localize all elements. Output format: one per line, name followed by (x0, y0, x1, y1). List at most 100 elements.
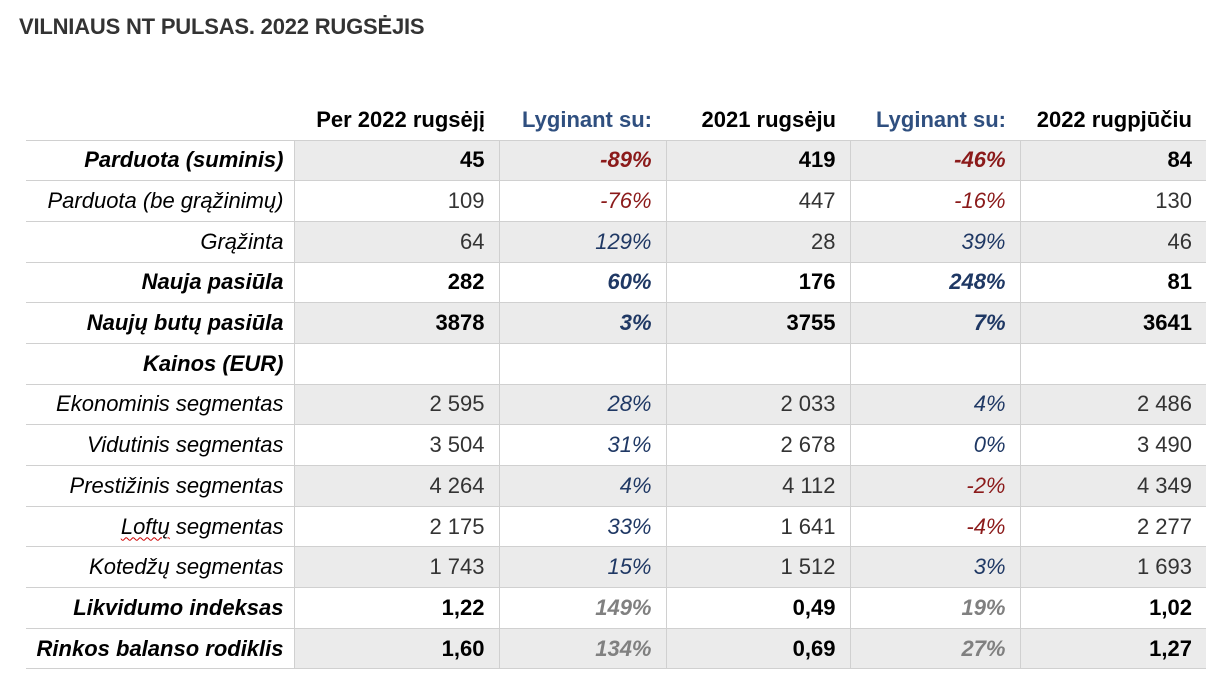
table-row-sold-total: Parduota (suminis) 45 -89% 419 -46% 84 (26, 139, 1206, 182)
cell-2021: 1 512 (665, 546, 850, 589)
cell-pct-mom: -16% (849, 180, 1020, 222)
cell-previous: 46 (1019, 221, 1206, 263)
cell-previous: 84 (1019, 139, 1206, 182)
cell-pct-yoy: 15% (498, 546, 666, 589)
header-previous-month: 2022 rugpjūčiu (1036, 106, 1192, 132)
cell-pct-mom: -2% (849, 465, 1020, 507)
cell-pct-yoy: 4% (498, 465, 666, 507)
cell-pct-yoy: -89% (498, 139, 666, 182)
header-compare-2: Lyginant su: (876, 106, 1006, 132)
cell-pct-mom (849, 343, 1020, 385)
cell-current: 282 (293, 262, 499, 304)
table-row-liquidity-index: Likvidumo indeksas 1,22 149% 0,49 19% 1,… (26, 587, 1206, 629)
cell-current: 1,22 (293, 587, 499, 629)
header-label-column (26, 100, 294, 140)
cell-pct-mom: 27% (849, 628, 1020, 670)
cell-previous: 3641 (1019, 302, 1206, 344)
cell-2021: 2 033 (665, 384, 850, 426)
cell-previous: 1 693 (1019, 546, 1206, 589)
cell-2021: 0,49 (665, 587, 850, 629)
table-row-medium-segment: Vidutinis segmentas 3 504 31% 2 678 0% 3… (26, 424, 1206, 466)
row-label: Parduota (be grąžinimų) (26, 180, 294, 222)
cell-current: 1,60 (293, 628, 499, 670)
header-2021-month: 2021 rugsėju (701, 106, 836, 132)
cell-pct-mom: 39% (849, 221, 1020, 263)
row-label: Nauja pasiūla (26, 262, 294, 304)
row-label: Grąžinta (26, 221, 294, 263)
row-label-part-b: segmentas (169, 513, 284, 539)
row-label: Kainos (EUR) (26, 343, 294, 385)
cell-current: 3 504 (293, 424, 499, 466)
cell-pct-yoy: 3% (498, 302, 666, 344)
cell-pct-yoy: 33% (498, 506, 666, 548)
table-row-economy-segment: Ekonominis segmentas 2 595 28% 2 033 4% … (26, 384, 1206, 426)
cell-pct-mom: 3% (849, 546, 1020, 589)
cell-current: 109 (293, 180, 499, 222)
cell-previous: 2 486 (1019, 384, 1206, 426)
cell-current: 45 (293, 139, 499, 182)
cell-pct-mom: 7% (849, 302, 1020, 344)
cell-pct-mom: 4% (849, 384, 1020, 426)
cell-previous: 2 277 (1019, 506, 1206, 548)
row-label: Parduota (suminis) (26, 139, 294, 182)
cell-previous: 1,27 (1019, 628, 1206, 670)
row-label: Prestižinis segmentas (26, 465, 294, 507)
cell-current: 2 595 (293, 384, 499, 426)
cell-previous: 130 (1019, 180, 1206, 222)
table-row-new-apartments-supply: Naujų butų pasiūla 3878 3% 3755 7% 3641 (26, 302, 1206, 344)
cell-pct-yoy: 60% (498, 262, 666, 304)
row-label: Vidutinis segmentas (26, 424, 294, 466)
cell-pct-mom: 0% (849, 424, 1020, 466)
cell-previous: 81 (1019, 262, 1206, 304)
cell-current: 2 175 (293, 506, 499, 548)
cell-previous: 4 349 (1019, 465, 1206, 507)
cell-pct-yoy: 31% (498, 424, 666, 466)
cell-current: 3878 (293, 302, 499, 344)
cell-pct-mom: 248% (849, 262, 1020, 304)
cell-2021 (665, 343, 850, 385)
cell-pct-yoy: 129% (498, 221, 666, 263)
cell-2021: 1 641 (665, 506, 850, 548)
cell-pct-mom: -4% (849, 506, 1020, 548)
cell-pct-yoy: -76% (498, 180, 666, 222)
cell-2021: 447 (665, 180, 850, 222)
cell-previous (1019, 343, 1206, 385)
table-row-returned: Grąžinta 64 129% 28 39% 46 (26, 221, 1206, 263)
table-header-row: Per 2022 rugsėjį Lyginant su: 2021 rugsė… (26, 100, 1206, 140)
cell-2021: 2 678 (665, 424, 850, 466)
cell-previous: 1,02 (1019, 587, 1206, 629)
cell-2021: 419 (665, 139, 850, 182)
row-label: Loftų segmentas (26, 506, 294, 548)
cell-current: 64 (293, 221, 499, 263)
table-row-prestige-segment: Prestižinis segmentas 4 264 4% 4 112 -2%… (26, 465, 1206, 507)
cell-current: 4 264 (293, 465, 499, 507)
cell-pct-mom: 19% (849, 587, 1020, 629)
table-row-prices-header: Kainos (EUR) (26, 343, 1206, 385)
cell-2021: 4 112 (665, 465, 850, 507)
cell-current (293, 343, 499, 385)
page-title: VILNIAUS NT PULSAS. 2022 RUGSĖJIS (19, 14, 425, 39)
cell-current: 1 743 (293, 546, 499, 589)
cell-pct-mom: -46% (849, 139, 1020, 182)
cell-2021: 176 (665, 262, 850, 304)
cell-previous: 3 490 (1019, 424, 1206, 466)
row-label: Likvidumo indeksas (26, 587, 294, 629)
table-row-cottage-segment: Kotedžų segmentas 1 743 15% 1 512 3% 1 6… (26, 546, 1206, 589)
row-label: Kotedžų segmentas (26, 546, 294, 589)
cell-pct-yoy: 28% (498, 384, 666, 426)
row-label: Naujų butų pasiūla (26, 302, 294, 344)
cell-2021: 28 (665, 221, 850, 263)
header-current-month: Per 2022 rugsėjį (316, 106, 485, 132)
market-pulse-table: Per 2022 rugsėjį Lyginant su: 2021 rugsė… (26, 100, 1206, 670)
header-compare-1: Lyginant su: (522, 106, 652, 132)
table-row-sold-net: Parduota (be grąžinimų) 109 -76% 447 -16… (26, 180, 1206, 222)
row-label: Ekonominis segmentas (26, 384, 294, 426)
cell-2021: 0,69 (665, 628, 850, 670)
cell-pct-yoy: 134% (498, 628, 666, 670)
table-row-new-supply: Nauja pasiūla 282 60% 176 248% 81 (26, 262, 1206, 304)
table-row-loft-segment: Loftų segmentas 2 175 33% 1 641 -4% 2 27… (26, 506, 1206, 548)
cell-pct-yoy: 149% (498, 587, 666, 629)
cell-2021: 3755 (665, 302, 850, 344)
cell-pct-yoy (498, 343, 666, 385)
row-label-part-a: Loftų (120, 513, 170, 539)
